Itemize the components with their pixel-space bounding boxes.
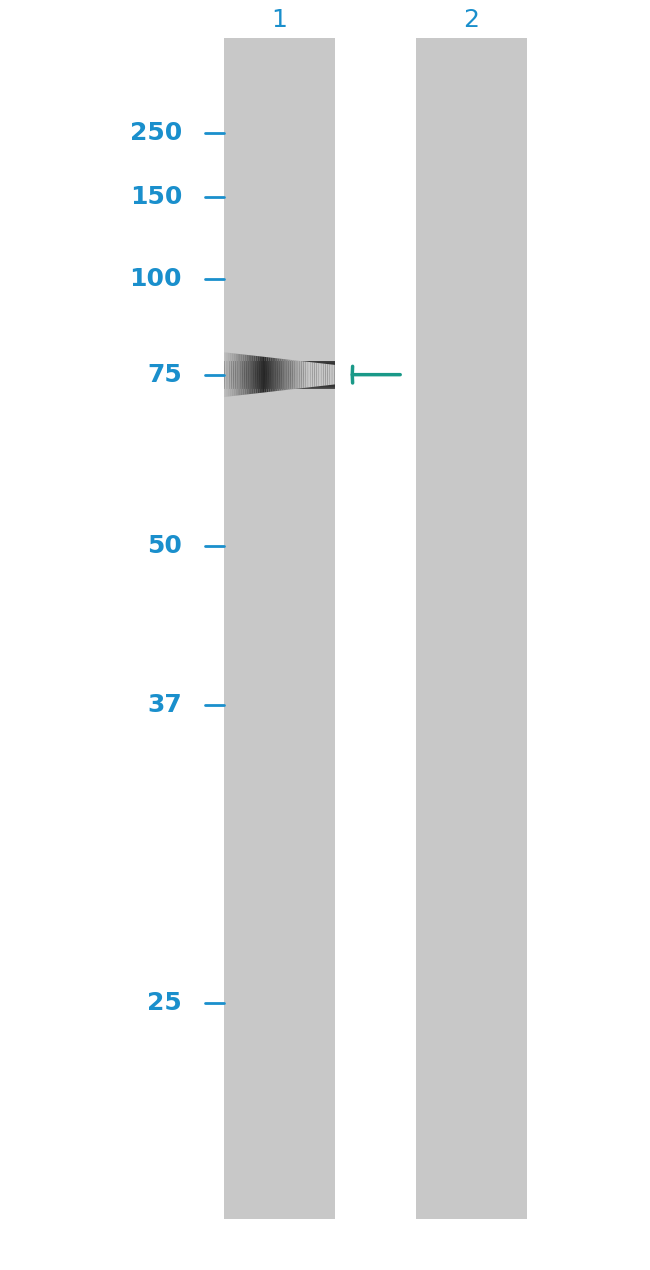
Polygon shape: [307, 362, 309, 387]
Polygon shape: [291, 359, 292, 390]
Polygon shape: [272, 358, 274, 391]
Text: 75: 75: [148, 363, 182, 386]
Polygon shape: [233, 353, 235, 396]
Polygon shape: [246, 354, 248, 395]
Polygon shape: [248, 356, 250, 394]
Text: 150: 150: [129, 185, 182, 208]
Polygon shape: [261, 357, 263, 392]
Polygon shape: [292, 361, 294, 389]
Polygon shape: [270, 358, 272, 391]
Polygon shape: [333, 364, 335, 385]
Polygon shape: [317, 363, 318, 386]
Polygon shape: [309, 362, 311, 387]
Polygon shape: [224, 352, 226, 398]
Polygon shape: [331, 364, 333, 385]
Polygon shape: [268, 357, 270, 392]
Polygon shape: [324, 363, 326, 386]
Text: 2: 2: [463, 8, 479, 32]
Text: 37: 37: [148, 693, 182, 716]
Polygon shape: [237, 354, 239, 395]
Polygon shape: [311, 362, 313, 387]
Polygon shape: [306, 362, 307, 387]
Polygon shape: [276, 358, 278, 391]
Polygon shape: [252, 356, 254, 394]
Polygon shape: [240, 354, 242, 395]
Text: 25: 25: [148, 992, 182, 1015]
Polygon shape: [235, 353, 237, 396]
Text: 100: 100: [129, 268, 182, 291]
Polygon shape: [294, 361, 296, 389]
FancyBboxPatch shape: [416, 38, 526, 1219]
Polygon shape: [280, 358, 281, 391]
Polygon shape: [287, 359, 289, 390]
Polygon shape: [304, 361, 306, 389]
Polygon shape: [259, 357, 261, 392]
Polygon shape: [250, 356, 252, 394]
Polygon shape: [239, 354, 240, 395]
Polygon shape: [263, 357, 265, 392]
Polygon shape: [296, 361, 298, 389]
Polygon shape: [231, 353, 233, 396]
Polygon shape: [283, 359, 285, 390]
Polygon shape: [329, 364, 331, 385]
FancyBboxPatch shape: [224, 38, 335, 1219]
Polygon shape: [230, 353, 231, 396]
Polygon shape: [278, 358, 280, 391]
Polygon shape: [254, 356, 255, 394]
Polygon shape: [300, 361, 302, 389]
Text: 1: 1: [272, 8, 287, 32]
Polygon shape: [281, 359, 283, 390]
Polygon shape: [313, 362, 315, 387]
Polygon shape: [242, 354, 244, 395]
Polygon shape: [298, 361, 300, 389]
Polygon shape: [226, 353, 228, 396]
Polygon shape: [326, 363, 328, 386]
Polygon shape: [265, 357, 266, 392]
Polygon shape: [255, 356, 257, 394]
Polygon shape: [315, 362, 317, 387]
Polygon shape: [322, 363, 324, 386]
Polygon shape: [228, 353, 230, 396]
Polygon shape: [302, 361, 304, 389]
Polygon shape: [285, 359, 287, 390]
Polygon shape: [320, 363, 322, 386]
Polygon shape: [244, 354, 246, 395]
Polygon shape: [274, 358, 276, 391]
Polygon shape: [318, 363, 320, 386]
Polygon shape: [257, 356, 259, 394]
Polygon shape: [266, 357, 268, 392]
Polygon shape: [289, 359, 291, 390]
Text: 250: 250: [130, 122, 182, 145]
Polygon shape: [328, 364, 329, 385]
Text: 50: 50: [147, 535, 182, 558]
